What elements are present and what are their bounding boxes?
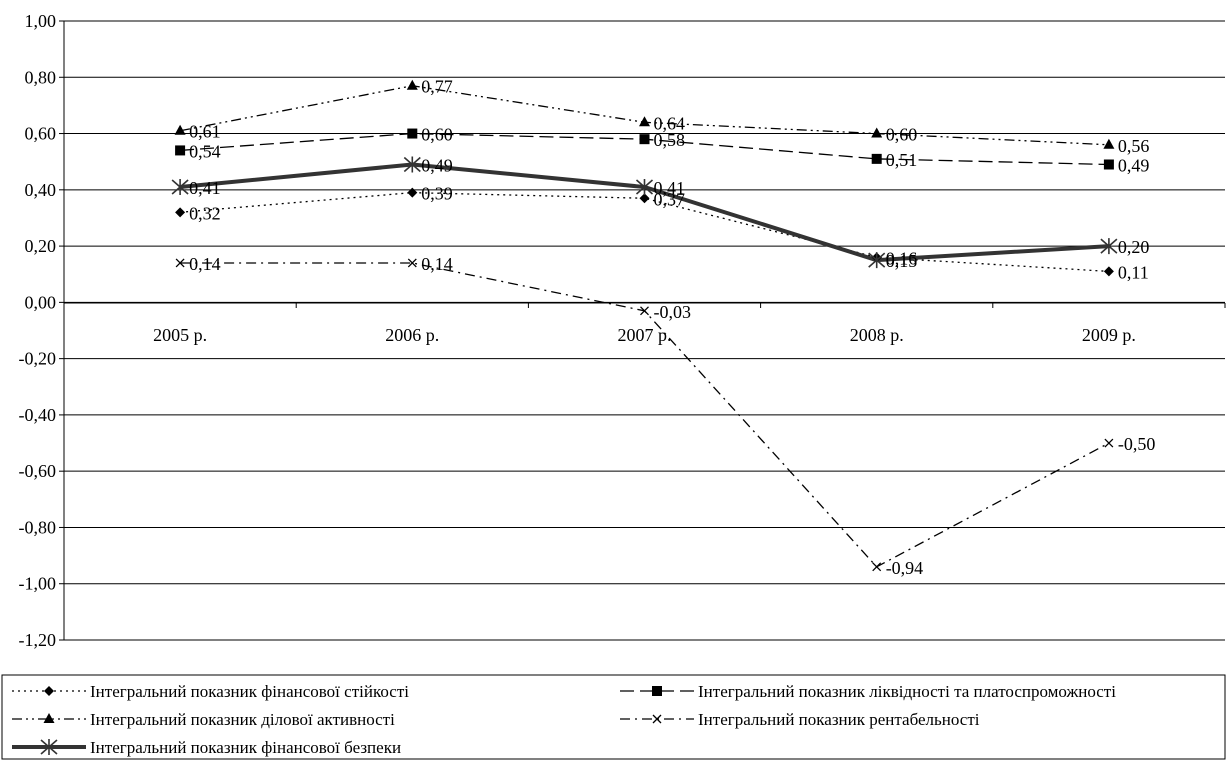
data-label: 0,77 (421, 77, 453, 97)
data-label: 0,60 (421, 125, 453, 145)
x-category-label: 2005 р. (153, 325, 207, 345)
y-tick-label: 1,00 (25, 11, 57, 31)
data-label: 0,39 (421, 184, 453, 204)
data-label: -0,94 (886, 558, 924, 578)
legend-marker (40, 739, 58, 755)
data-point (1103, 266, 1114, 277)
y-tick-label: -1,20 (19, 630, 57, 650)
data-point (640, 306, 649, 316)
y-tick-label: -1,00 (19, 574, 57, 594)
legend-marker (652, 714, 662, 724)
y-tick-label: -0,20 (19, 349, 57, 369)
y-tick-label: 0,00 (25, 292, 57, 312)
data-point (403, 156, 421, 173)
legend: Інтегральний показник фінансової стійкос… (1, 674, 1226, 760)
y-tick-label: 0,40 (25, 180, 57, 200)
data-label: 0,20 (1118, 237, 1150, 257)
legend-label: Інтегральний показник фінансової безпеки (90, 738, 401, 757)
data-point (407, 258, 417, 268)
legend-label: Інтегральний показник ліквідності та пла… (698, 682, 1116, 701)
x-category-label: 2006 р. (385, 325, 439, 345)
legend-label: Інтегральний показник рентабельності (698, 710, 980, 729)
data-label: 0,14 (189, 254, 221, 274)
data-point (175, 145, 186, 156)
data-point (871, 127, 883, 138)
data-label: 0,41 (654, 178, 686, 198)
x-category-label: 2007 р. (618, 325, 672, 345)
legend-label: Інтегральний показник ділової активності (90, 710, 395, 729)
grid-lines (64, 20, 1225, 641)
data-point (1103, 138, 1115, 149)
data-point (1100, 238, 1118, 255)
data-point (635, 179, 654, 196)
data-label: 0,41 (189, 178, 221, 198)
data-label: 0,49 (1118, 155, 1150, 175)
y-tick-label: -0,80 (19, 517, 57, 537)
legend-label: Інтегральний показник фінансової стійкос… (90, 682, 409, 701)
data-label: 0,51 (886, 150, 918, 170)
data-label: 0,56 (1118, 136, 1150, 156)
x-category-label: 2008 р. (850, 325, 904, 345)
data-label: -0,50 (1118, 434, 1156, 454)
data-label: 0,61 (189, 122, 221, 142)
data-point (1104, 438, 1114, 448)
x-axis-category-labels: 2005 р. 2006 р. 2007 р. 2008 р. 2009 р. (153, 325, 1136, 345)
data-label: 0,32 (189, 203, 221, 223)
data-label: 0,16 (886, 248, 918, 268)
data-point (871, 153, 882, 164)
data-point (639, 193, 650, 204)
y-tick-label: -0,40 (19, 405, 57, 425)
data-label: 0,54 (189, 141, 221, 161)
y-tick-label: 0,60 (25, 124, 57, 144)
data-point (175, 258, 185, 268)
data-point (175, 207, 186, 218)
data-label: 0,49 (421, 155, 453, 175)
y-tick-label: -0,60 (19, 461, 57, 481)
data-point (174, 124, 186, 135)
axes (59, 20, 1226, 641)
data-label: 0,64 (654, 113, 686, 133)
legend-box (1, 674, 1226, 760)
legend-marker (652, 686, 662, 696)
data-label: 0,11 (1118, 262, 1149, 282)
y-tick-label: 0,20 (25, 236, 57, 256)
data-label: 0,14 (421, 254, 453, 274)
data-label: 0,58 (654, 130, 686, 150)
data-point (171, 179, 189, 196)
data-label: 0,15 (886, 251, 918, 271)
data-point (639, 116, 650, 127)
data-point (407, 187, 418, 198)
data-label: 0,60 (886, 125, 918, 145)
data-point (407, 128, 418, 139)
x-category-label: 2009 р. (1082, 325, 1136, 345)
series-line (180, 191, 1109, 273)
data-labels: 0,32 0,39 0,37 0,16 0,11 0,54 0,60 0,58 0,51 0,49… (189, 77, 1155, 578)
data-point (406, 79, 418, 90)
data-point (868, 252, 886, 269)
data-point (872, 562, 882, 572)
legend-marker (43, 713, 55, 723)
data-label: 0,37 (654, 189, 686, 209)
data-point (639, 134, 650, 145)
data-point (1103, 159, 1114, 170)
data-label: -0,03 (654, 302, 692, 322)
legend-marker (44, 686, 54, 696)
series-markers (171, 79, 1118, 572)
y-tick-label: 0,80 (25, 67, 57, 87)
y-axis-tick-labels: 1,00 0,80 0,60 0,40 0,20 0,00 -0,20 -0,40 -0,60 -… (19, 11, 57, 650)
